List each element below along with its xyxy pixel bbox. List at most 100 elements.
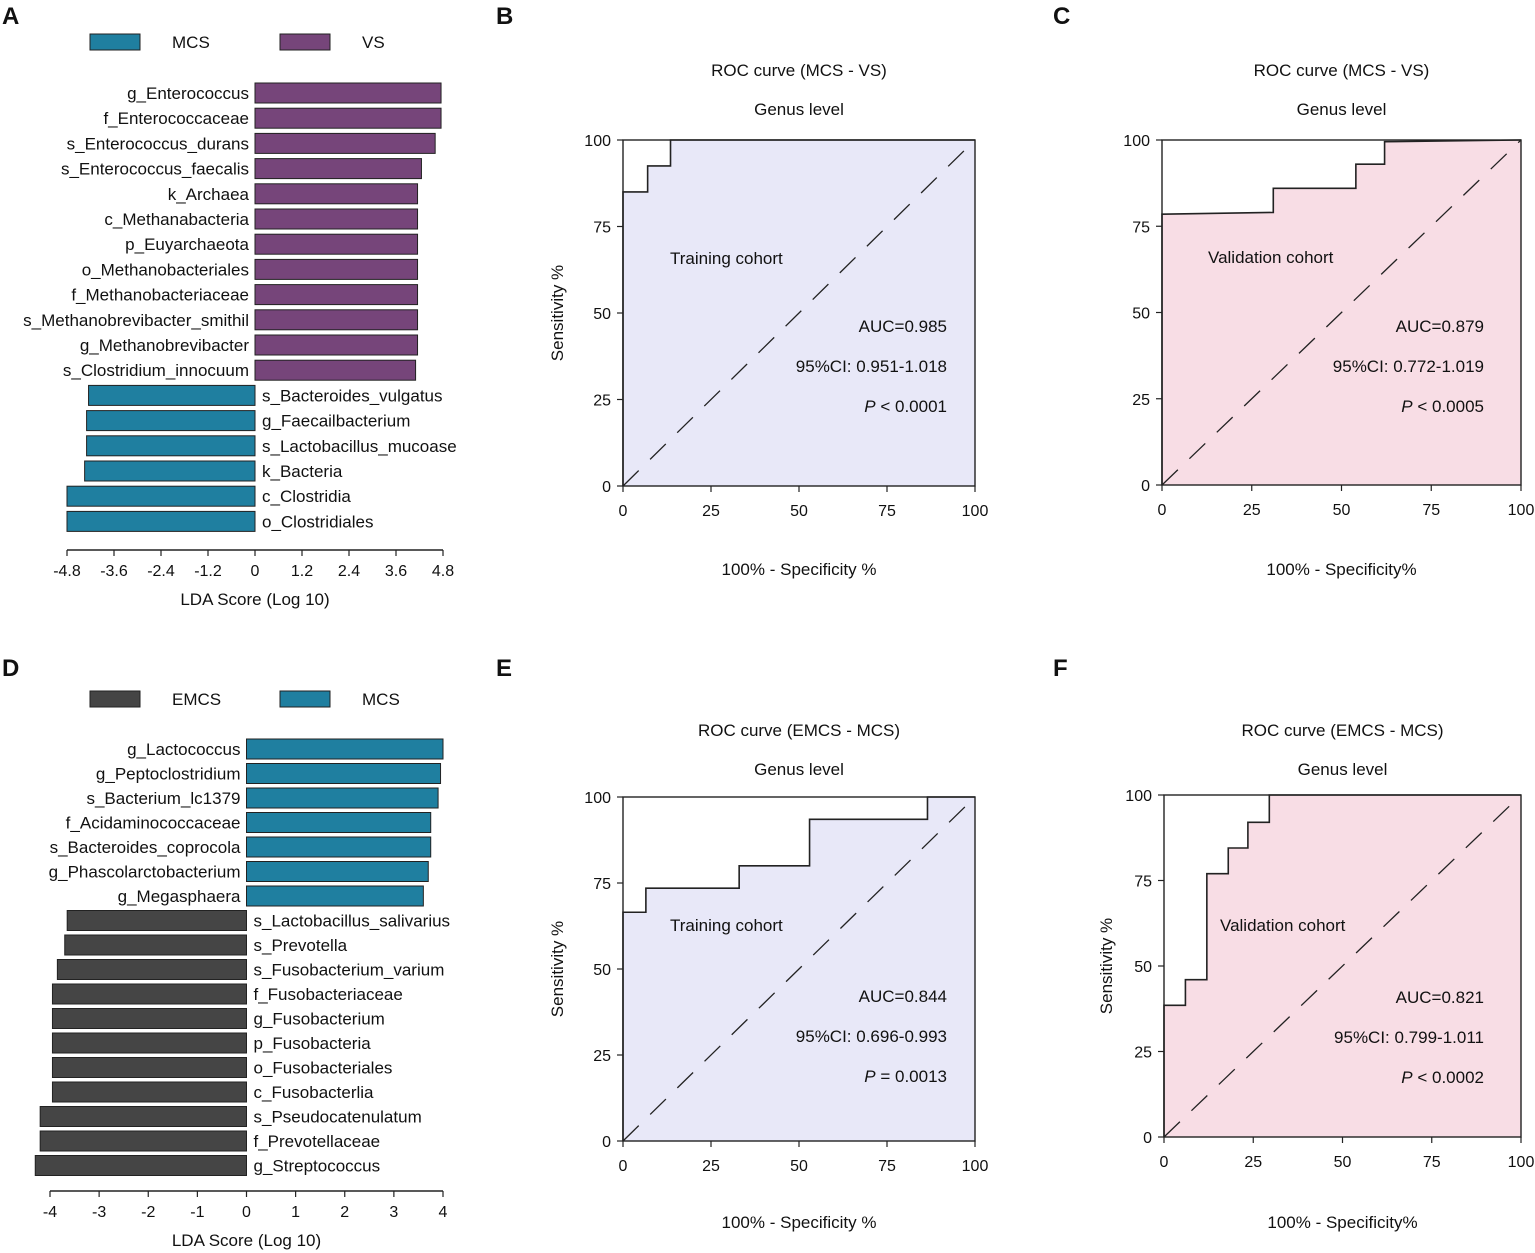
p-value-label: P < 0.0002 (1401, 1068, 1484, 1087)
y-tick-label: 25 (593, 393, 611, 410)
x-tick-label: 2 (340, 1204, 349, 1221)
bar-label: o_Fusobacteriales (254, 1059, 393, 1078)
bar-s_fusobacterium_varium (56, 959, 248, 980)
y-tick-label: 0 (1143, 1130, 1152, 1147)
y-axis-title: Sensitivity % (548, 265, 567, 361)
bar-s_enterococcus_durans (254, 132, 436, 154)
bar-label: o_Methanobacteriales (82, 260, 249, 279)
y-tick-label: 50 (1132, 306, 1150, 323)
x-tick-label: -2 (141, 1204, 155, 1221)
y-tick-label: 75 (593, 220, 611, 237)
bar-s_clostridium_innocuum (254, 359, 417, 381)
x-tick-label: 50 (790, 1158, 808, 1175)
bar-label: g_Lactococcus (127, 740, 240, 759)
roc-chart-f: 0 25 50 75 100 0 25 50 75 100 ROC curve (EMCS - MC… (1097, 721, 1534, 1232)
x-tick-label: 75 (1422, 502, 1440, 519)
x-tick-label: 3.6 (385, 563, 407, 580)
bar-o_methanobacteriales (254, 258, 419, 280)
y-tick-label: 75 (1132, 219, 1150, 236)
x-tick-label: 0 (1158, 502, 1167, 519)
auc-label: AUC=0.821 (1396, 988, 1484, 1007)
cohort-label: Validation cohort (1208, 248, 1334, 267)
y-tick-label: 50 (1134, 959, 1152, 976)
bar-label: g_Fusobacterium (254, 1010, 385, 1029)
bar-s_prevotella (64, 934, 247, 956)
bar-p_euyarchaeota (254, 233, 419, 255)
bar-label: g_Megasphaera (118, 887, 241, 906)
ci-label: 95%CI: 0.772-1.019 (1333, 357, 1484, 376)
cohort-label: Training cohort (670, 249, 783, 268)
auc-label: AUC=0.985 (859, 317, 947, 336)
cohort-label: Training cohort (670, 916, 783, 935)
cohort-label: Validation cohort (1220, 916, 1346, 935)
bar-g_faecailbacterium (86, 410, 256, 432)
bar-label: f_Methanobacteriaceae (71, 286, 249, 305)
bar-label: f_Fusobacteriaceae (254, 985, 403, 1004)
chart-subtitle: Genus level (1298, 760, 1388, 779)
y-tick-label: 75 (593, 876, 611, 893)
x-tick-label: 4.8 (432, 563, 454, 580)
ci-label: 95%CI: 0.951-1.018 (796, 357, 947, 376)
bar-label: g_Enterococcus (127, 84, 249, 103)
auc-label: AUC=0.844 (859, 987, 947, 1006)
bar-label: g_Faecailbacterium (262, 412, 410, 431)
x-tick-label: 100 (1508, 502, 1535, 519)
reference-diagonal (1161, 139, 1522, 486)
bar-label: s_Bacteroides_vulgatus (262, 386, 443, 405)
x-tick-label: 75 (1423, 1154, 1441, 1171)
bar-label: o_Clostridiales (262, 512, 374, 531)
bar-f_methanobacteriaceae (254, 284, 419, 306)
x-tick-label: 1.2 (291, 563, 313, 580)
p-value-label: P < 0.0005 (1401, 397, 1484, 416)
bar-label: g_Peptoclostridium (96, 765, 241, 784)
bar-label: s_Enterococcus_faecalis (61, 160, 249, 179)
y-tick-label: 100 (584, 790, 611, 807)
bar-g_phascolarctobacterium (246, 861, 429, 882)
p-symbol: P (864, 1067, 876, 1086)
chart-title: ROC curve (MCS - VS) (711, 61, 887, 80)
x-tick-label: 2.4 (338, 563, 360, 580)
x-tick-label: 25 (702, 1158, 720, 1175)
panel-letter-e: E (496, 655, 512, 682)
chart-subtitle: Genus level (1297, 100, 1387, 119)
y-tick-label: 0 (1141, 478, 1150, 495)
ci-label: 95%CI: 0.696-0.993 (796, 1027, 947, 1046)
x-axis-title: 100% - Specificity% (1267, 1213, 1417, 1232)
legend-swatch-vs (279, 33, 331, 51)
bar-label: s_Fusobacterium_varium (254, 961, 445, 980)
roc-chart-e: 0 25 50 75 100 0 25 50 75 100 ROC curve (EMCS - MC… (548, 721, 988, 1232)
x-tick-label: -3.6 (100, 563, 128, 580)
x-tick-label: 50 (1333, 502, 1351, 519)
reference-diagonal (1163, 794, 1522, 1138)
bar-label: s_Clostridium_innocuum (63, 361, 249, 380)
x-tick-label: 0 (251, 563, 260, 580)
bar-g_fusobacterium (51, 1008, 247, 1029)
roc-curve (1161, 139, 1522, 485)
y-tick-label: 50 (593, 306, 611, 323)
bar-c_fusobacterlia (51, 1081, 247, 1103)
bar-s_enterococcus_faecalis (254, 158, 422, 180)
x-tick-label: 0 (619, 1158, 628, 1175)
bar-label: k_Bacteria (262, 462, 343, 481)
auc-label: AUC=0.879 (1396, 317, 1484, 336)
legend-swatch-emcs (89, 690, 141, 708)
bar-g_streptococcus (34, 1155, 248, 1176)
bar-label: p_Euyarchaeota (125, 235, 249, 254)
bar-label: g_Phascolarctobacterium (49, 863, 241, 882)
bar-k_archaea (254, 183, 419, 205)
legend-label-emcs: EMCS (172, 690, 221, 709)
roc-curve (622, 796, 975, 1141)
bar-o_clostridiales (66, 510, 256, 532)
y-tick-label: 50 (593, 962, 611, 979)
bar-s_bacterium_lc1379 (246, 787, 439, 809)
bar-s_methanobrevibacter_smithil (254, 309, 419, 331)
bar-label: f_Prevotellaceae (254, 1132, 381, 1151)
x-tick-label: 100 (1508, 1154, 1535, 1171)
x-axis-title: 100% - Specificity % (722, 1213, 877, 1232)
y-axis-title: Sensitivity % (548, 921, 567, 1017)
bar-label: p_Fusobacteria (254, 1034, 372, 1053)
x-tick-label: 0 (242, 1204, 251, 1221)
roc-chart-c: 0 25 50 75 100 0 25 50 75 100 ROC curve (MCS - VS)… (1123, 61, 1534, 579)
bar-g_methanobrevibacter (254, 334, 419, 356)
bar-label: s_Lactobacillus_salivarius (254, 912, 451, 931)
